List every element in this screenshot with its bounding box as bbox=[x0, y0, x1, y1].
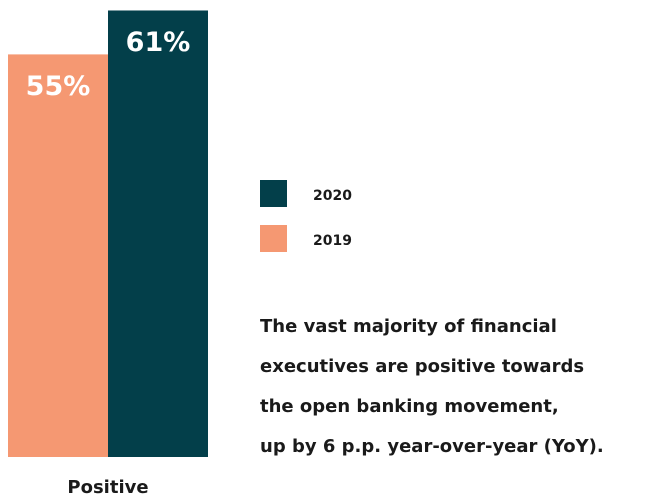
x-tick-label: Positive bbox=[67, 477, 148, 498]
value-label: 61% bbox=[126, 27, 191, 58]
bar bbox=[8, 54, 108, 458]
value-label: 55% bbox=[26, 71, 91, 102]
annotation: the open banking movement, bbox=[260, 396, 559, 417]
annotation: executives are positive towards bbox=[260, 356, 584, 377]
annotation: The vast majority of financial bbox=[260, 316, 557, 337]
legend-label: 2020 bbox=[313, 188, 352, 204]
legend-swatch bbox=[260, 180, 287, 207]
bar bbox=[108, 10, 208, 457]
legend-label: 2019 bbox=[313, 233, 352, 249]
legend-swatch bbox=[260, 225, 287, 252]
annotation: up by 6 p.p. year-over-year (YoY). bbox=[260, 436, 604, 457]
